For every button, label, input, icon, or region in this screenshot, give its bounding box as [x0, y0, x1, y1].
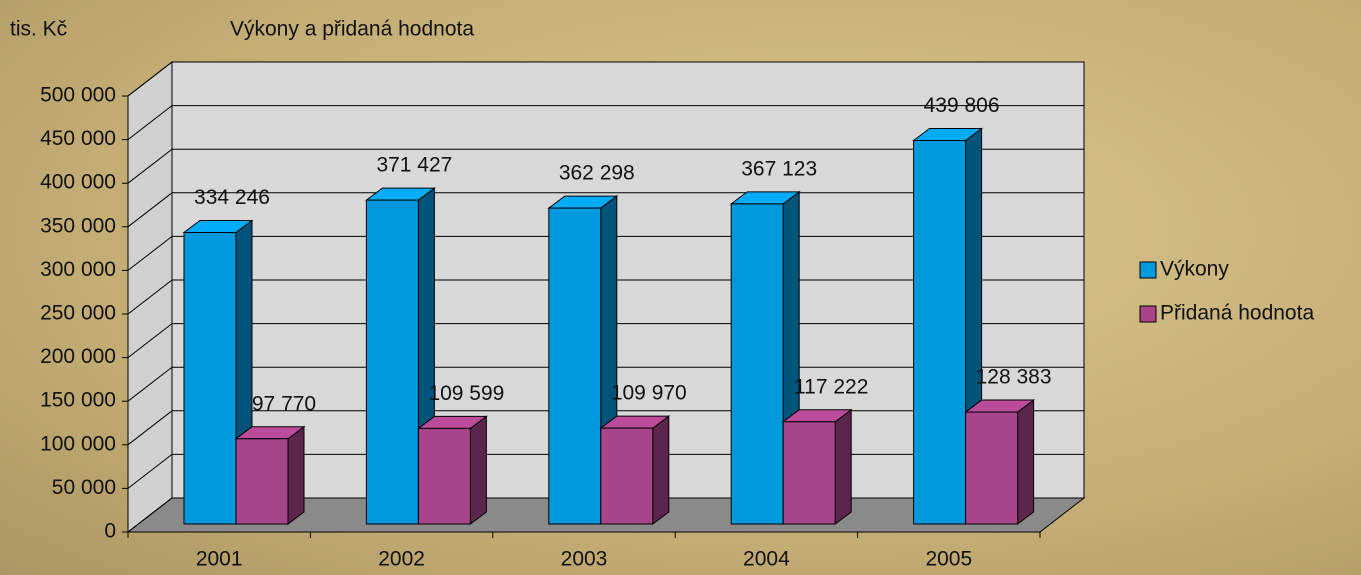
- value-label: 439 806: [924, 94, 1000, 117]
- value-label: 362 298: [559, 162, 635, 185]
- bar-front: [966, 412, 1018, 524]
- bar-front: [783, 422, 835, 524]
- legend-swatch: [1140, 262, 1156, 278]
- bar-front: [549, 208, 601, 524]
- chart: tis. Kč Výkony a přidaná hodnota 0 50 000…: [0, 0, 1361, 575]
- y-tick-label: 500 000: [40, 84, 116, 107]
- y-axis-label: tis. Kč: [10, 18, 67, 41]
- y-tick-label: 350 000: [40, 214, 116, 237]
- value-label: 334 246: [194, 186, 270, 209]
- legend-label: Přidaná hodnota: [1160, 302, 1314, 325]
- bar-side: [653, 416, 669, 524]
- y-tick-label: 400 000: [40, 171, 116, 194]
- bar-front: [184, 233, 236, 524]
- y-tick-label: 200 000: [40, 345, 116, 368]
- x-tick-label: 2004: [743, 548, 790, 571]
- y-tick-label: 0: [104, 520, 116, 543]
- y-tick-label: 450 000: [40, 127, 116, 150]
- value-label: 128 383: [976, 366, 1052, 389]
- bar-front: [731, 204, 783, 524]
- value-label: 117 222: [794, 375, 868, 398]
- value-label: 109 970: [611, 382, 687, 405]
- bar: [966, 400, 1034, 524]
- x-tick-label: 2002: [378, 548, 425, 571]
- bar-side: [1018, 400, 1034, 524]
- x-tick-label: 2003: [561, 548, 608, 571]
- y-tick-label: 150 000: [40, 389, 116, 412]
- bar: [418, 416, 486, 524]
- chart-title: Výkony a přidaná hodnota: [230, 18, 474, 41]
- bar: [601, 416, 669, 524]
- bar-side: [835, 410, 851, 524]
- value-label: 367 123: [741, 157, 817, 180]
- bar-front: [418, 428, 470, 524]
- legend-label: Výkony: [1160, 258, 1229, 281]
- y-tick-label: 250 000: [40, 302, 116, 325]
- bar-front: [366, 200, 418, 524]
- bar-front: [236, 439, 288, 524]
- y-tick-label: 300 000: [40, 258, 116, 281]
- y-tick-label: 100 000: [40, 432, 116, 455]
- bar-side: [288, 427, 304, 524]
- value-label: 109 599: [428, 382, 504, 405]
- bar-side: [470, 416, 486, 524]
- legend-swatch: [1140, 306, 1156, 322]
- x-tick-label: 2001: [196, 548, 243, 571]
- value-label: 97 770: [252, 392, 316, 415]
- bar-front: [601, 428, 653, 524]
- y-tick-label: 50 000: [52, 476, 116, 499]
- bar: [783, 410, 851, 524]
- value-label: 371 427: [376, 154, 452, 177]
- bar: [236, 427, 304, 524]
- bar-front: [914, 140, 966, 524]
- x-tick-label: 2005: [925, 548, 972, 571]
